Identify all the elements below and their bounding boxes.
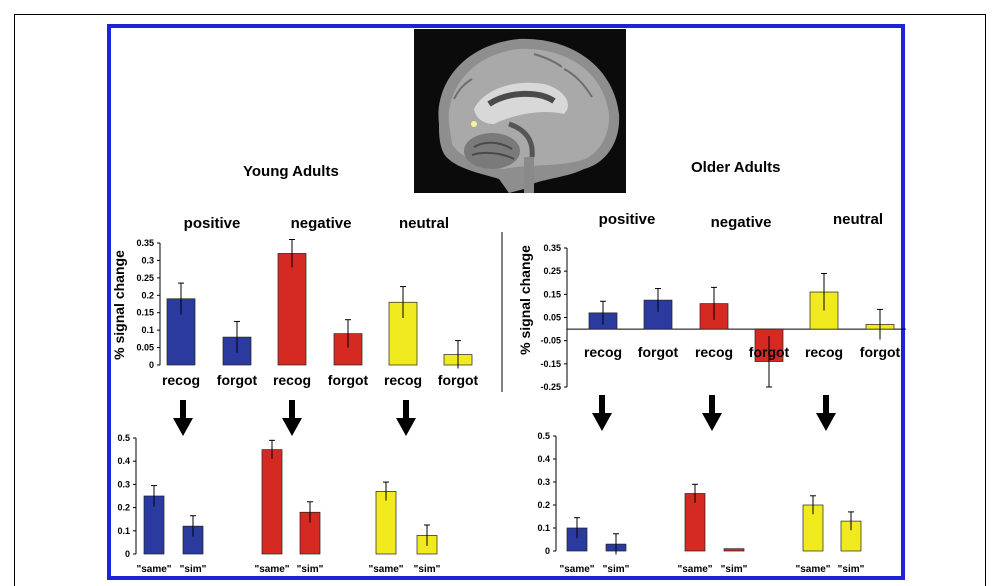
label-positive-young: positive	[184, 215, 241, 232]
y-tick-label: 0.35	[136, 238, 154, 248]
label-neutral-young: neutral	[399, 215, 449, 232]
down-arrow-icon	[396, 400, 416, 436]
older-bottom-plot: 0 0.1 0.2 0.3 0.4 0.5 "same" "sim" "same" "sim" "s…	[537, 431, 864, 575]
ylabel-young: % signal change	[111, 250, 127, 360]
y-tick-label: 0.35	[543, 243, 561, 253]
y-tick-label: 0.1	[141, 325, 154, 335]
y-tick-label: -0.05	[540, 336, 561, 346]
y-tick-label: 0.3	[537, 477, 550, 487]
y-tick-label: 0.15	[136, 308, 154, 318]
bar-label: forgot	[217, 372, 258, 388]
heading-young-adults: Young Adults	[243, 163, 339, 180]
ylabel-older: % signal change	[517, 245, 533, 355]
down-arrow-icon	[702, 395, 722, 431]
y-tick-label: 0.3	[117, 479, 130, 489]
plots-group: 0 0.05 0.1 0.15 0.2 0.25 0.3 0.35 recog forgot rec…	[117, 238, 906, 575]
bar-label: forgot	[749, 344, 790, 360]
heading-older-adults: Older Adults	[691, 159, 781, 176]
bar-label: "sim"	[297, 564, 324, 575]
bar-label: forgot	[860, 344, 901, 360]
y-tick-label: 0.1	[117, 526, 130, 536]
y-tick-label: 0.2	[141, 290, 154, 300]
y-tick-label: -0.15	[540, 359, 561, 369]
bar-label: recog	[584, 344, 622, 360]
y-tick-label: 0	[125, 549, 130, 559]
bar-label: forgot	[328, 372, 369, 388]
down-arrow-icon	[592, 395, 612, 431]
bar-negative	[261, 449, 283, 555]
outer-border	[14, 14, 986, 586]
y-tick-label: 0.15	[543, 289, 561, 299]
y-tick-label: 0.25	[136, 273, 154, 283]
young-bottom-plot: 0 0.1 0.2 0.3 0.4 0.5 "same" "sim" "same" "sim" "s…	[117, 433, 440, 575]
bar-label: "same"	[368, 564, 403, 575]
down-arrow-icon	[173, 400, 193, 436]
y-tick-label: 0.4	[537, 454, 550, 464]
down-arrow-icon	[282, 400, 302, 436]
label-neutral-older: neutral	[833, 211, 883, 228]
bar-label: recog	[384, 372, 422, 388]
bar-negative	[277, 253, 307, 366]
bar-label: recog	[162, 372, 200, 388]
brain-mri-image	[414, 29, 626, 193]
label-negative-older: negative	[711, 214, 772, 231]
young-top-plot: 0 0.05 0.1 0.15 0.2 0.25 0.3 0.35 recog forgot rec…	[136, 238, 478, 388]
bar-label: recog	[273, 372, 311, 388]
bar-label: "same"	[677, 564, 712, 575]
bar-label: "same"	[795, 564, 830, 575]
arrows-group	[173, 395, 836, 436]
bar-label: "same"	[136, 564, 171, 575]
bar-label: "sim"	[838, 564, 865, 575]
older-top-plot: -0.25 -0.15 -0.05 0.05 0.15 0.25 0.35 recog forg…	[540, 243, 906, 392]
y-tick-label: 0.4	[117, 456, 130, 466]
bar-label: "sim"	[180, 564, 207, 575]
bar-label: forgot	[638, 344, 679, 360]
y-tick-label: 0	[545, 546, 550, 556]
brain-sagittal-illustration	[414, 29, 626, 193]
bar-label: recog	[695, 344, 733, 360]
label-positive-older: positive	[599, 211, 656, 228]
y-tick-label: 0.5	[117, 433, 130, 443]
y-tick-label: 0.05	[136, 343, 154, 353]
bar-label: "same"	[254, 564, 289, 575]
y-tick-label: 0.2	[117, 503, 130, 513]
bar-label: "same"	[559, 564, 594, 575]
bar-label: forgot	[438, 372, 479, 388]
bar-negative	[723, 548, 745, 552]
y-tick-label: 0.1	[537, 523, 550, 533]
y-tick-label: 0.05	[543, 313, 561, 323]
figure-frame	[107, 24, 905, 580]
bar-label: "sim"	[414, 564, 441, 575]
y-tick-label: 0.25	[543, 266, 561, 276]
y-tick-label: 0.3	[141, 255, 154, 265]
y-tick-label: 0.2	[537, 500, 550, 510]
label-negative-young: negative	[291, 215, 352, 232]
bar-label: recog	[805, 344, 843, 360]
y-tick-label: -0.25	[540, 382, 561, 392]
bar-label: "sim"	[721, 564, 748, 575]
y-tick-label: 0	[149, 360, 154, 370]
y-tick-label: 0.5	[537, 431, 550, 441]
bar-neutral	[375, 491, 397, 555]
bar-label: "sim"	[603, 564, 630, 575]
down-arrow-icon	[816, 395, 836, 431]
